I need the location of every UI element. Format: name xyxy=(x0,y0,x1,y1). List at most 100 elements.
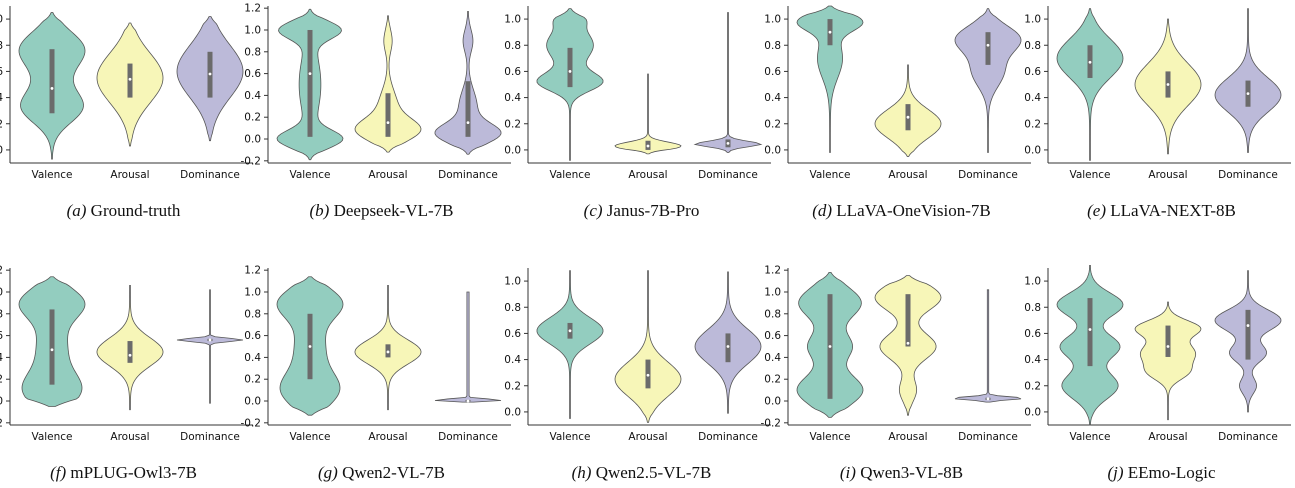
median-marker xyxy=(906,115,910,119)
y-tick-label: 0.6 xyxy=(504,328,521,340)
y-tick-label: 0.4 xyxy=(504,92,521,104)
chart-panel-e: 0.0 0.2 0.4 0.6 0.8 1.0 Valence Arousal Dominanc… xyxy=(1024,6,1291,220)
y-tick-label: -0.2 xyxy=(241,417,262,429)
panel-caption-label: (a) xyxy=(67,201,91,220)
violin-arousal xyxy=(1134,301,1202,421)
violin-valence xyxy=(536,270,604,419)
y-tick-label: 0.2 xyxy=(0,118,3,130)
x-tick-label: Dominance xyxy=(698,169,758,181)
median-marker xyxy=(646,144,650,148)
x-tick-label: Valence xyxy=(31,431,72,443)
iqr-box xyxy=(127,341,133,363)
median-marker xyxy=(986,43,990,47)
iqr-box xyxy=(1087,298,1093,367)
x-tick-label: Arousal xyxy=(628,431,667,443)
y-tick-label: 1.0 xyxy=(764,14,781,26)
chart-panel-b: -0.2 0.0 0.2 0.4 0.6 0.8 1.0 1.2 Valence Arousal D… xyxy=(241,3,511,220)
y-tick-label: 1.0 xyxy=(244,24,261,36)
median-marker xyxy=(1166,345,1170,348)
panel-caption-label: (d) xyxy=(812,201,836,220)
x-tick-label: Dominance xyxy=(180,431,240,443)
y-tick-label: 1.2 xyxy=(244,3,261,15)
y-tick-label: 1.0 xyxy=(244,286,261,298)
violin-valence xyxy=(1056,8,1124,161)
panel-caption-label: (b) xyxy=(310,201,334,220)
x-tick-label: Arousal xyxy=(110,431,149,443)
median-marker xyxy=(646,373,650,377)
x-tick-label: Dominance xyxy=(180,169,240,181)
y-tick-label: 1.0 xyxy=(504,14,521,26)
panel-caption-title: Qwen2.5-VL-7B xyxy=(596,463,712,482)
iqr-box xyxy=(465,81,471,137)
y-tick-label: 0.8 xyxy=(0,40,3,52)
x-tick-label: Arousal xyxy=(888,169,927,181)
y-tick-label: 0.6 xyxy=(0,330,3,342)
y-tick-label: 0.4 xyxy=(244,90,261,102)
median-marker xyxy=(466,121,470,125)
y-tick-label: 0.8 xyxy=(764,308,781,320)
median-marker xyxy=(568,70,572,73)
y-tick-label: 1.0 xyxy=(1024,276,1041,288)
y-tick-label: 0.4 xyxy=(1024,354,1041,366)
panel-caption: (g) Qwen2-VL-7B xyxy=(318,463,445,482)
panel-caption: (h) Qwen2.5-VL-7B xyxy=(572,463,712,482)
median-marker xyxy=(466,399,470,403)
iqr-box xyxy=(1165,325,1171,357)
y-tick-label: 0.8 xyxy=(0,308,3,320)
y-tick-label: 0.8 xyxy=(504,40,521,52)
violin-dominance xyxy=(434,291,502,403)
y-tick-label: 0.2 xyxy=(504,380,521,392)
y-tick-label: 1.2 xyxy=(764,265,781,277)
x-tick-label: Arousal xyxy=(888,431,927,443)
y-tick-label: 0.8 xyxy=(244,46,261,58)
panel-caption: (a) Ground-truth xyxy=(67,201,181,220)
panel-caption-label: (e) xyxy=(1087,201,1110,220)
median-marker xyxy=(1246,324,1250,327)
y-tick-label: 0.8 xyxy=(504,302,521,314)
y-tick-label: 0.6 xyxy=(504,66,521,78)
median-marker xyxy=(308,72,312,75)
y-tick-label: 0.0 xyxy=(244,134,261,146)
iqr-box xyxy=(385,93,391,137)
y-tick-label: 0.2 xyxy=(244,374,261,386)
y-tick-label: 0.0 xyxy=(764,144,781,156)
x-tick-label: Arousal xyxy=(110,169,149,181)
panel-caption: (d) LLaVA-OneVision-7B xyxy=(812,201,991,220)
panel-caption-title: Deepseek-VL-7B xyxy=(334,201,454,220)
y-tick-label: 0.6 xyxy=(244,330,261,342)
y-tick-label: 0.4 xyxy=(764,92,781,104)
violin-dominance xyxy=(176,289,244,404)
y-tick-label: 0.4 xyxy=(0,92,3,104)
panel-caption: (f) mPLUG-Owl3-7B xyxy=(50,463,197,482)
x-tick-label: Valence xyxy=(289,169,330,181)
chart-panel-a: 0.0 0.2 0.4 0.6 0.8 1.0 Valence Arousal Dominanc… xyxy=(0,6,253,220)
y-tick-label: 0.2 xyxy=(764,374,781,386)
panel-caption-label: (i) xyxy=(840,463,860,482)
y-tick-label: 0.0 xyxy=(1024,144,1041,156)
y-tick-label: 0.4 xyxy=(504,354,521,366)
y-tick-label: 1.2 xyxy=(0,265,3,277)
panel-caption-label: (j) xyxy=(1107,463,1127,482)
y-tick-label: 0.6 xyxy=(0,66,3,78)
x-tick-label: Valence xyxy=(549,431,590,443)
median-marker xyxy=(386,121,390,125)
x-tick-label: Valence xyxy=(809,169,850,181)
median-marker xyxy=(208,338,212,342)
panel-caption-label: (h) xyxy=(572,463,596,482)
y-tick-label: 0.6 xyxy=(764,330,781,342)
x-tick-label: Dominance xyxy=(438,431,498,443)
x-tick-label: Arousal xyxy=(368,169,407,181)
y-tick-label: 0.2 xyxy=(764,118,781,130)
median-marker xyxy=(828,345,832,348)
violin-valence xyxy=(796,5,864,153)
y-tick-label: 1.0 xyxy=(504,276,521,288)
median-marker xyxy=(1088,328,1092,331)
y-tick-label: 0.4 xyxy=(1024,92,1041,104)
y-tick-label: 1.0 xyxy=(0,14,3,26)
median-marker xyxy=(50,87,54,90)
y-tick-label: 0.2 xyxy=(1024,118,1041,130)
panel-caption-title: Qwen3-VL-8B xyxy=(860,463,963,482)
y-tick-label: 0.8 xyxy=(1024,40,1041,52)
y-tick-label: 1.2 xyxy=(244,265,261,277)
